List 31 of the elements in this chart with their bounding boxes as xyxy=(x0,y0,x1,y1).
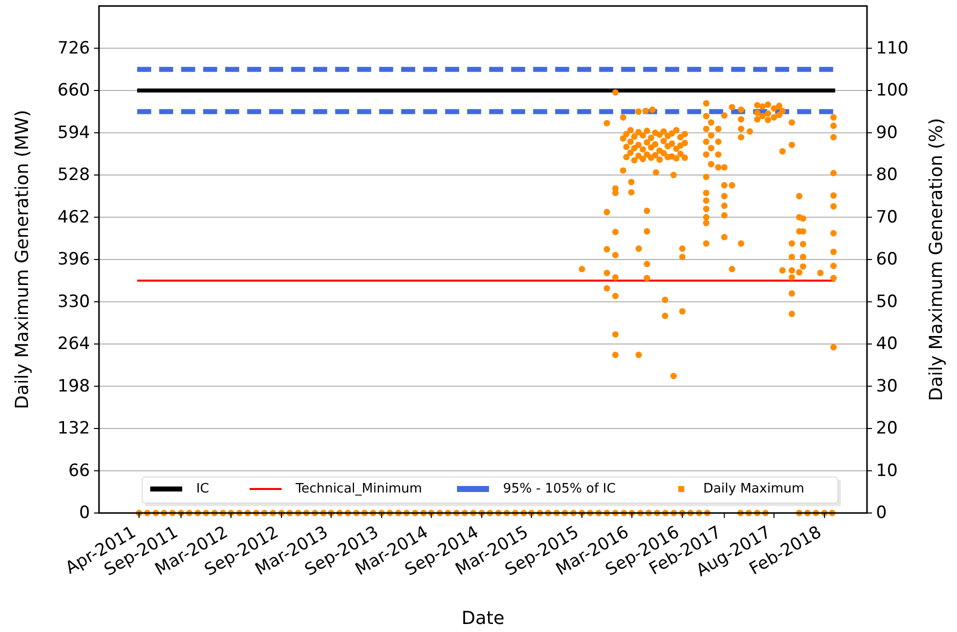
y2-tick-label: 70 xyxy=(876,207,898,228)
y2-axis-title: Daily Maximum Generation (%) xyxy=(926,118,947,401)
y2-tick-label: 60 xyxy=(876,250,898,270)
y2-tick-label: 10 xyxy=(876,460,898,481)
y2-tick-label: 40 xyxy=(876,334,898,354)
y-tick-label: 462 xyxy=(58,207,90,228)
y2-tick-label: 0 xyxy=(876,503,887,523)
y-tick-label: 660 xyxy=(58,80,90,100)
legend-label: IC xyxy=(196,482,210,496)
y2-tick-label: 90 xyxy=(876,122,898,143)
y2-tick-label: 50 xyxy=(876,292,898,312)
y2-tick-label: 30 xyxy=(876,376,898,396)
y-tick-label: 66 xyxy=(68,460,90,481)
y-tick-label: 330 xyxy=(58,292,90,312)
y-tick-label: 594 xyxy=(58,122,90,143)
legend-label: Daily Maximum xyxy=(703,482,804,496)
y-tick-label: 198 xyxy=(58,376,90,396)
y2-tick-label: 110 xyxy=(876,38,908,58)
y-tick-label: 396 xyxy=(58,250,90,270)
legend-label: 95% - 105% of IC xyxy=(503,482,616,496)
y-tick-label: 264 xyxy=(58,334,90,354)
x-axis-title: Date xyxy=(461,608,505,629)
y-tick-label: 726 xyxy=(58,38,90,58)
y-tick-label: 132 xyxy=(58,418,90,438)
y2-tick-label: 20 xyxy=(876,418,898,438)
y-tick-label: 0 xyxy=(79,503,90,523)
y-axis-title: Daily Maximum Generation (MW) xyxy=(12,110,33,410)
legend-label: Technical_Minimum xyxy=(294,482,422,496)
y2-tick-label: 100 xyxy=(876,80,908,100)
y-tick-label: 528 xyxy=(58,165,90,185)
y2-tick-label: 80 xyxy=(876,165,898,185)
